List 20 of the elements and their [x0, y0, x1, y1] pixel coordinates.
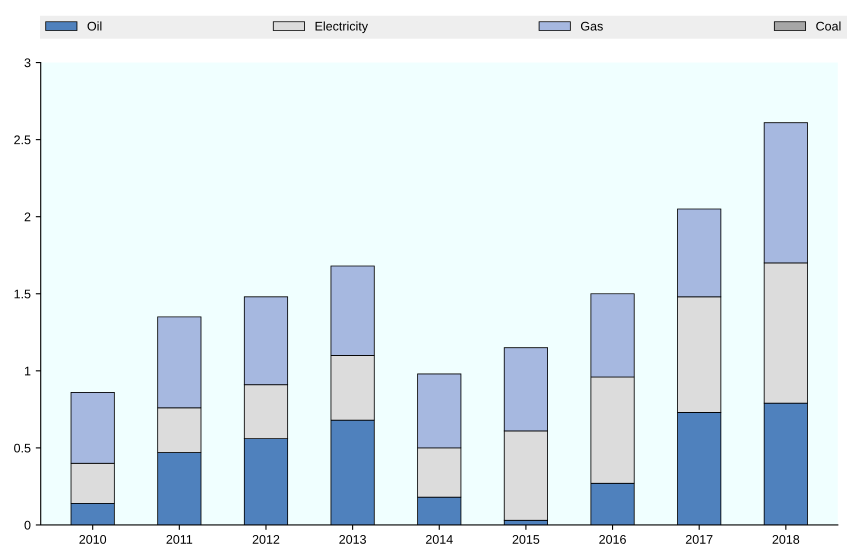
y-tick-label: 3 — [24, 58, 30, 68]
y-tick-label: 1 — [24, 366, 30, 376]
y-tick-label: 0.5 — [14, 444, 30, 453]
x-tick-label: 2014 — [426, 535, 453, 544]
x-tick-label: 2012 — [252, 535, 280, 544]
y-tick-label: 2 — [24, 212, 30, 222]
legend-label: Electricity — [316, 21, 368, 34]
x-tick-label: 2017 — [686, 535, 712, 544]
y-tick-label: 1.5 — [14, 290, 30, 298]
x-tick-label: 2010 — [79, 535, 106, 544]
legend-label: Oil — [88, 21, 102, 31]
y-tick-label: 0 — [24, 520, 30, 530]
x-tick-label: 2016 — [599, 535, 626, 544]
legend-label: Coal — [816, 21, 840, 31]
x-tick-label: 2011 — [166, 535, 192, 544]
y-tick-label: 2.5 — [14, 135, 30, 144]
legend-label: Gas — [580, 22, 603, 31]
x-tick-label: 2018 — [772, 535, 800, 544]
x-tick-label: 2015 — [512, 535, 540, 544]
x-tick-label: 2013 — [339, 535, 366, 544]
